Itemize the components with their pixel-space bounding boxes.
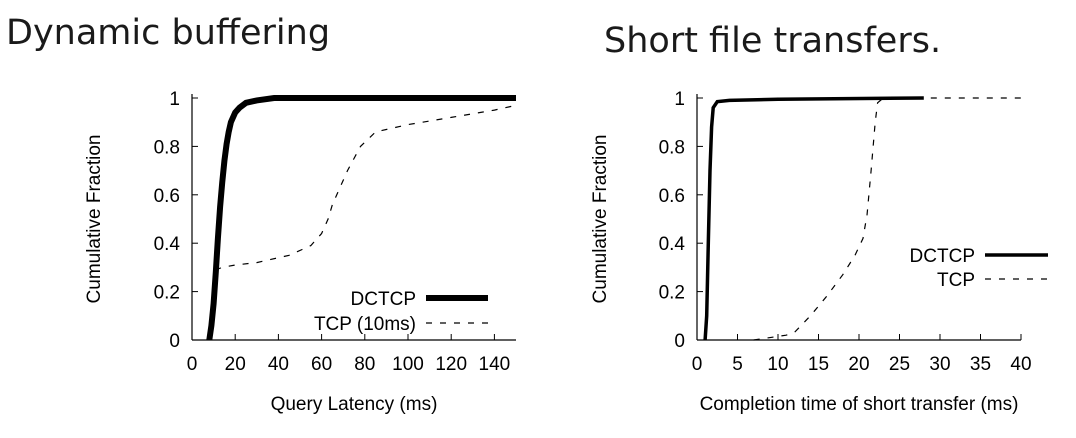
series-line-tcp-10ms- (208, 104, 517, 341)
x-tick-label: 40 (1010, 354, 1031, 375)
left-page-title: Dynamic buffering (6, 13, 331, 53)
right-page-title: Short file transfers. (604, 21, 942, 61)
series-line-dctcp (703, 96, 924, 341)
y-tick-label: 0.8 (659, 137, 685, 158)
y-tick-label: 0 (169, 331, 180, 352)
x-tick-label: 100 (392, 354, 424, 375)
x-tick-label: 80 (354, 354, 375, 375)
x-tick-label: 0 (187, 354, 198, 375)
x-tick-label: 140 (479, 354, 511, 375)
legend-label: DCTCP (351, 289, 416, 310)
y-tick-label: 0.2 (659, 283, 685, 304)
legend-label: TCP (937, 270, 975, 291)
query-latency-cdf-chart: 0 20 40 60 80 100 120 140 0 0.2 0.4 0.6 0.8 1 Query La… (84, 89, 517, 415)
series-line-dctcp (206, 95, 516, 341)
y-axis-label: Cumulative Fraction (590, 135, 611, 304)
x-tick-label: 10 (767, 354, 788, 375)
y-tick-label: 0.6 (154, 186, 180, 207)
x-tick-label: 40 (268, 354, 289, 375)
x-tick-label: 30 (929, 354, 950, 375)
y-tick-label: 1 (674, 89, 685, 110)
x-tick-label: 35 (970, 354, 991, 375)
y-tick-label: 0.4 (154, 234, 181, 255)
y-tick-label: 0.8 (154, 137, 180, 158)
y-tick-label: 1 (169, 89, 180, 110)
y-tick-label: 0 (674, 331, 685, 352)
y-axis-label: Cumulative Fraction (84, 135, 105, 304)
x-tick-label: 25 (889, 354, 910, 375)
x-tick-label: 5 (732, 354, 743, 375)
series-line-tcp (753, 97, 1021, 341)
y-tick-label: 0.4 (659, 234, 686, 255)
x-tick-label: 60 (311, 354, 332, 375)
x-tick-label: 20 (848, 354, 869, 375)
x-axis-label: Completion time of short transfer (ms) (700, 394, 1019, 415)
x-tick-label: 20 (225, 354, 246, 375)
y-tick-label: 0.2 (154, 283, 180, 304)
legend-label: DCTCP (910, 246, 975, 267)
y-tick-label: 0.6 (659, 186, 685, 207)
x-tick-label: 15 (808, 354, 829, 375)
legend-label: TCP (10ms) (314, 314, 416, 335)
x-tick-label: 0 (692, 354, 703, 375)
x-tick-label: 120 (435, 354, 467, 375)
x-axis-label: Query Latency (ms) (271, 394, 438, 415)
